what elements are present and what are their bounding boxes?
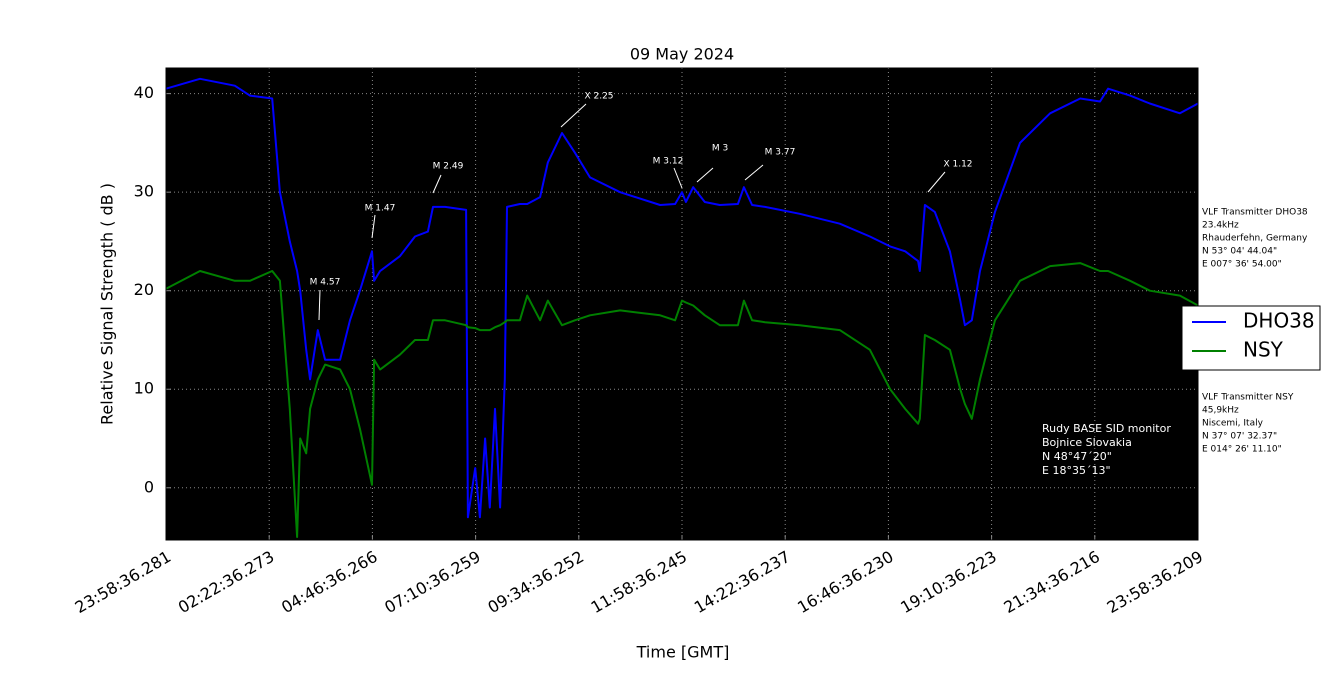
station-note: Rudy BASE SID monitor: [1042, 422, 1171, 435]
x-axis-label: Time [GMT]: [636, 643, 730, 662]
x-tick-label: 04:46:36.266: [278, 547, 381, 617]
x-tick-label: 19:10:36.223: [897, 547, 1000, 617]
transmitter-note: VLF Transmitter DHO38: [1202, 208, 1308, 218]
x-tick-label: 11:58:36.245: [588, 547, 691, 617]
annotation-pointer: [560, 103, 587, 128]
chart-title: 09 May 2024: [630, 45, 734, 64]
legend-label: NSY: [1243, 338, 1284, 362]
legend-label: DHO38: [1243, 309, 1315, 333]
annotation: M 3.77: [765, 148, 796, 158]
transmitter-note: Rhauderfehn, Germany: [1202, 234, 1308, 244]
x-tick-label: 07:10:36.259: [381, 547, 484, 617]
annotation-pointer: [744, 164, 764, 181]
plot-frame: [165, 67, 1199, 541]
annotation: X 1.12: [943, 160, 972, 170]
x-tick-label: 14:22:36.237: [691, 547, 794, 617]
transmitter-note: 23.4kHz: [1202, 221, 1239, 231]
annotation: X 2.25: [584, 92, 613, 102]
y-tick-label: 30: [134, 182, 154, 201]
station-note: Bojnice Slovakia: [1042, 436, 1132, 449]
series-line: [165, 77, 1199, 519]
station-note: N 48°47´20": [1042, 450, 1112, 463]
transmitter-note: N 37° 07' 32.37": [1202, 432, 1277, 442]
transmitter-note: N 53° 04' 44.04": [1202, 247, 1277, 257]
transmitter-note: Niscemi, Italy: [1202, 419, 1264, 429]
transmitter-note: VLF Transmitter NSY: [1202, 393, 1294, 403]
annotation-pointer: [673, 167, 683, 189]
annotation: M 3: [712, 144, 728, 154]
transmitter-note: E 007° 36' 54.00": [1202, 260, 1282, 270]
annotation: M 2.49: [433, 162, 464, 172]
transmitter-note: E 014° 26' 11.10": [1202, 445, 1282, 455]
x-tick-label: 23:58:36.281: [72, 547, 175, 617]
x-tick-label: 16:46:36.230: [794, 547, 897, 617]
x-tick-label: 09:34:36.252: [484, 547, 587, 617]
legend-box: [1181, 305, 1321, 371]
y-tick-label: 0: [144, 477, 154, 496]
y-tick-label: 40: [134, 83, 154, 102]
transmitter-note: 45,9kHz: [1202, 406, 1239, 416]
y-axis-label: Relative Signal Strength ( dB ): [98, 183, 117, 425]
y-tick-label: 20: [134, 280, 154, 299]
x-tick-label: 23:58:36.209: [1104, 547, 1207, 617]
y-tick-label: 10: [134, 379, 154, 398]
annotation-pointer: [318, 289, 321, 321]
x-tick-label: 21:34:36.216: [1000, 547, 1103, 617]
annotation: M 3.12: [653, 157, 684, 167]
x-tick-label: 02:22:36.273: [175, 547, 278, 617]
annotation-pointer: [927, 171, 946, 193]
annotation-pointer: [696, 167, 714, 183]
annotation: M 4.57: [310, 278, 341, 288]
annotation: M 1.47: [365, 204, 396, 214]
annotation-pointer: [371, 214, 376, 239]
annotation-pointer: [432, 174, 442, 194]
station-note: E 18°35´13": [1042, 464, 1111, 477]
series-line: [165, 262, 1199, 538]
